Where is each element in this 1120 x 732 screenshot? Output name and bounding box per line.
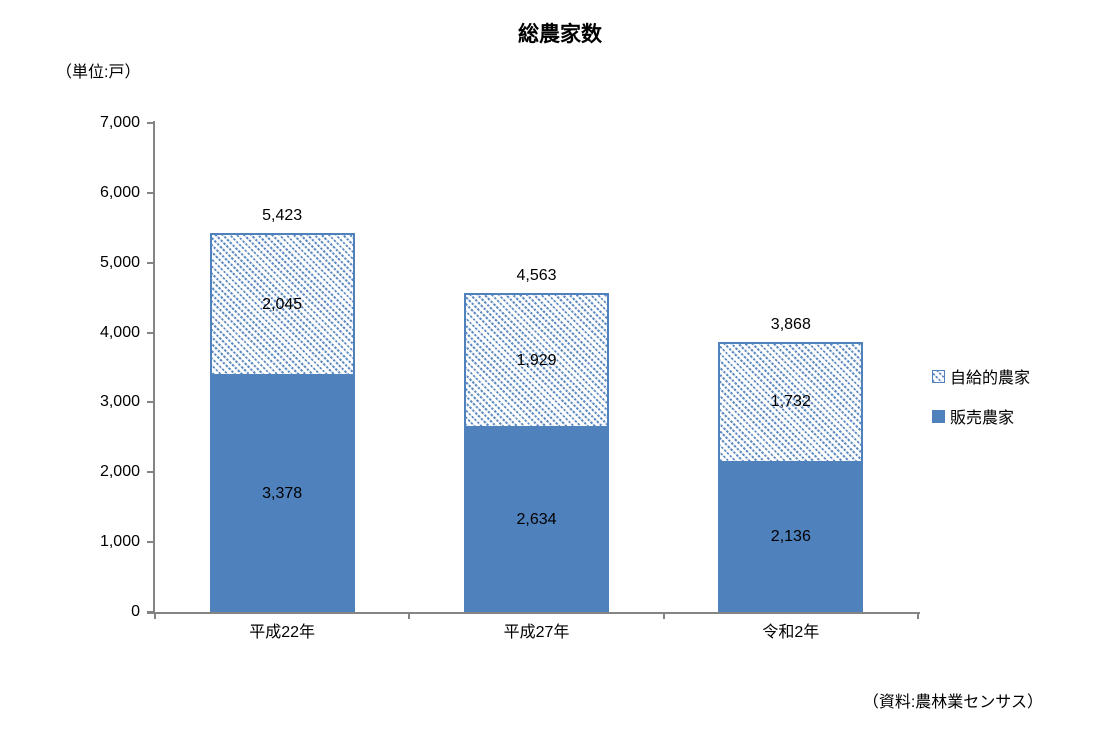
source-note: （資料:農林業センサス） <box>862 694 1043 711</box>
bar-value-label-jikyu: 2,045 <box>262 295 303 313</box>
y-axis-tick-mark <box>147 401 153 404</box>
x-axis-line <box>147 612 920 614</box>
y-axis-tick-label: 0 <box>131 603 140 620</box>
bar-segment-jikyu-nouka <box>464 293 609 428</box>
x-axis-category-label: 平成27年 <box>503 624 570 641</box>
y-axis-tick-mark <box>147 331 153 334</box>
legend-label-hanbai-nouka: 販売農家 <box>950 410 1015 427</box>
x-axis-category-label: 令和2年 <box>762 624 820 641</box>
x-axis-tick-mark <box>408 614 411 619</box>
y-axis-tick-mark <box>147 541 153 544</box>
x-axis-tick-mark <box>662 614 665 619</box>
y-axis-tick-mark <box>147 471 153 474</box>
y-axis-tick-mark <box>147 191 153 194</box>
y-axis-tick-mark <box>147 611 153 613</box>
bar-segment-hanbai-nouka <box>718 462 864 612</box>
y-axis-tick-mark <box>147 122 153 124</box>
legend-item-hanbai-nouka: 販売農家 <box>932 406 1030 427</box>
y-axis-tick-label: 2,000 <box>99 463 140 481</box>
bar-value-label-hanbai: 3,378 <box>262 485 303 502</box>
y-axis-tick-label: 6,000 <box>99 183 140 201</box>
bar-value-label-jikyu: 1,732 <box>770 393 811 411</box>
bar-value-label-hanbai: 2,634 <box>516 510 557 528</box>
x-axis-tick-mark <box>917 614 919 619</box>
bar-total-label: 4,563 <box>516 267 557 285</box>
legend-item-jikyu-nouka: 自給的農家 <box>932 366 1031 387</box>
legend-label-jikyu-nouka: 自給的農家 <box>950 370 1031 387</box>
y-axis-tick-label: 5,000 <box>99 253 140 271</box>
y-axis-tick-label: 4,000 <box>99 323 140 341</box>
bar-segment-hanbai-nouka <box>209 376 355 612</box>
unit-label: （単位:戸） <box>56 64 141 81</box>
bar-value-label-jikyu: 1,929 <box>516 351 557 369</box>
y-axis-tick-label: 3,000 <box>99 393 140 411</box>
y-axis-tick-label: 7,000 <box>99 114 140 131</box>
bar-segment-hanbai-nouka <box>464 427 609 612</box>
legend-swatch-hatched-icon <box>932 369 945 383</box>
y-axis-tick-label: 1,000 <box>99 533 140 551</box>
bar-value-label-hanbai: 2,136 <box>770 528 811 546</box>
chart-title: 総農家数 <box>518 23 602 46</box>
y-axis-tick-mark <box>147 261 153 264</box>
bar-segment-jikyu-nouka <box>718 341 864 463</box>
x-axis-tick-mark <box>154 614 156 619</box>
bar-total-label: 3,868 <box>770 315 811 333</box>
bar-segment-jikyu-nouka <box>209 233 355 376</box>
legend: 自給的農家 販売農家 <box>932 366 1030 446</box>
x-axis-category-label: 平成22年 <box>249 624 316 641</box>
y-axis-line <box>153 121 155 614</box>
bar-total-label: 5,423 <box>262 207 303 225</box>
legend-swatch-solid-icon <box>932 409 945 423</box>
